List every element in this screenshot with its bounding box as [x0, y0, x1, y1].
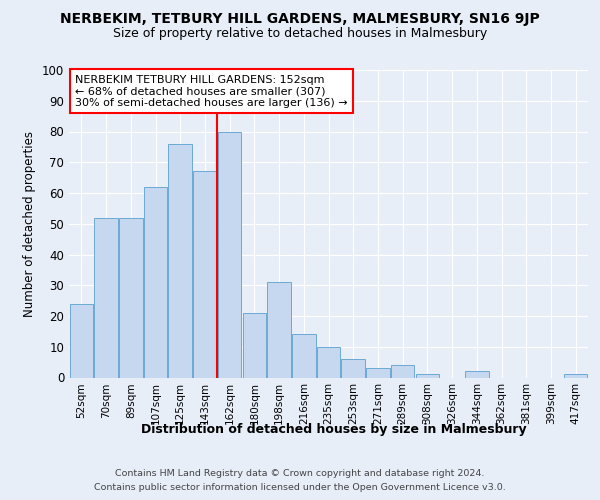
Text: Contains HM Land Registry data © Crown copyright and database right 2024.: Contains HM Land Registry data © Crown c… — [115, 469, 485, 478]
Text: Distribution of detached houses by size in Malmesbury: Distribution of detached houses by size … — [142, 422, 527, 436]
Bar — [242, 313, 266, 378]
Bar — [391, 365, 415, 378]
Text: NERBEKIM, TETBURY HILL GARDENS, MALMESBURY, SN16 9JP: NERBEKIM, TETBURY HILL GARDENS, MALMESBU… — [60, 12, 540, 26]
Y-axis label: Number of detached properties: Number of detached properties — [23, 130, 37, 317]
Bar — [218, 132, 241, 378]
Bar — [416, 374, 439, 378]
Text: Size of property relative to detached houses in Malmesbury: Size of property relative to detached ho… — [113, 28, 487, 40]
Bar — [268, 282, 291, 378]
Bar — [292, 334, 316, 378]
Bar — [317, 347, 340, 378]
Bar — [119, 218, 143, 378]
Bar — [94, 218, 118, 378]
Bar — [341, 359, 365, 378]
Bar — [70, 304, 93, 378]
Bar — [169, 144, 192, 378]
Bar — [144, 187, 167, 378]
Bar — [366, 368, 389, 378]
Bar — [564, 374, 587, 378]
Text: Contains public sector information licensed under the Open Government Licence v3: Contains public sector information licen… — [94, 482, 506, 492]
Text: NERBEKIM TETBURY HILL GARDENS: 152sqm
← 68% of detached houses are smaller (307): NERBEKIM TETBURY HILL GARDENS: 152sqm ← … — [75, 74, 348, 108]
Bar — [465, 372, 488, 378]
Bar — [193, 172, 217, 378]
